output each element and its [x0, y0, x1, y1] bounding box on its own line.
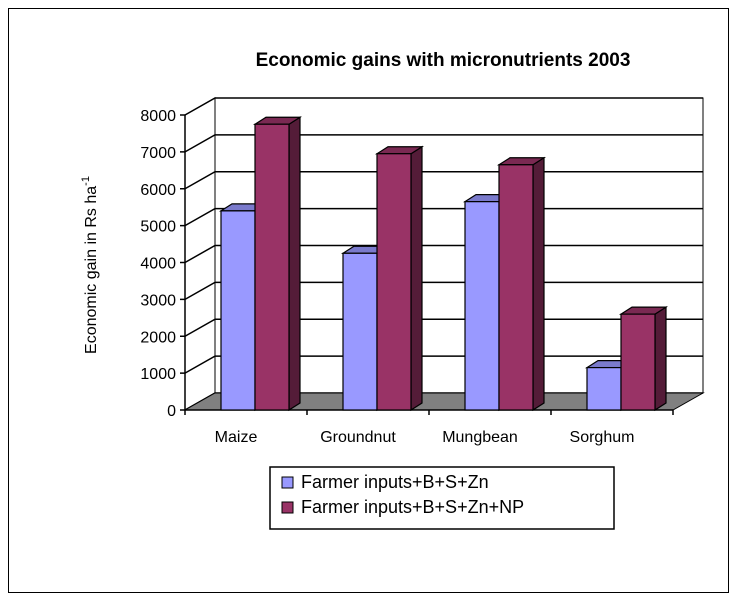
bar: [496, 156, 547, 412]
bar-front: [342, 252, 378, 411]
bar-front: [254, 123, 290, 411]
bar-side: [654, 306, 667, 412]
bar-front: [620, 313, 656, 411]
legend-swatch: [281, 501, 294, 514]
legend-swatch: [281, 476, 294, 489]
y-tick-label: 7000: [140, 145, 176, 162]
x-tick-label: Mungbean: [442, 429, 518, 446]
bar: [252, 116, 303, 412]
legend-box: [269, 466, 615, 530]
bar-front: [376, 153, 412, 411]
legend-label: Farmer inputs+B+S+Zn+NP: [301, 497, 524, 517]
y-tick-label: 1000: [140, 366, 176, 383]
bar-front: [464, 201, 500, 411]
legend-label: Farmer inputs+B+S+Zn: [301, 472, 489, 492]
y-tick-label: 4000: [140, 256, 176, 273]
bar-front: [498, 164, 534, 411]
gridline: [184, 97, 703, 116]
y-tick-label: 5000: [140, 219, 176, 236]
bar: [374, 145, 425, 412]
y-axis: 0 1000 2000 3000 4000 5000 6000 7000 8000: [140, 108, 674, 420]
y-tick-label: 3000: [140, 292, 176, 309]
x-axis-labels: Maize Groundnut Mungbean Sorghum: [215, 429, 635, 446]
gridline: [184, 134, 703, 153]
legend: Farmer inputs+B+S+Zn Farmer inputs+B+S+Zn…: [269, 466, 615, 530]
y-tick-label: 2000: [140, 329, 176, 346]
bar-side: [410, 145, 423, 412]
x-tick-label: Sorghum: [570, 429, 635, 446]
x-tick-label: Groundnut: [320, 429, 396, 446]
y-axis-label: Economic gain in Rs ha-1: [80, 176, 100, 354]
bar: [618, 306, 669, 412]
bar-front: [220, 210, 256, 411]
y-tick-label: 0: [167, 403, 176, 420]
bar-side: [532, 156, 545, 412]
x-tick-label: Maize: [215, 429, 258, 446]
bars: [218, 116, 669, 412]
y-tick-label: 8000: [140, 108, 176, 125]
y-tick-label: 6000: [140, 182, 176, 199]
bar-side: [288, 116, 301, 412]
bar-front: [586, 366, 622, 411]
chart-title: Economic gains with micronutrients 2003: [256, 50, 631, 71]
